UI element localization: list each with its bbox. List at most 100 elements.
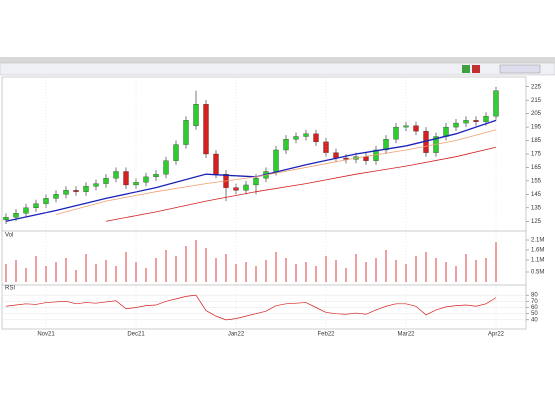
volume-bar	[245, 262, 247, 282]
candle-body	[243, 184, 249, 191]
volume-bar	[45, 266, 47, 282]
y-tick-label: 50	[531, 311, 538, 317]
volume-bar	[55, 262, 57, 282]
volume-bar	[75, 270, 77, 282]
x-tick-label: Nov21	[37, 332, 55, 338]
y-tick-label: 145	[531, 192, 542, 198]
volume-bar	[115, 266, 117, 282]
y-tick-label: 165	[531, 165, 542, 171]
volume-bar	[455, 266, 457, 282]
volume-bar	[475, 260, 477, 282]
toolbar-button[interactable]	[472, 65, 480, 73]
volume-bar	[255, 266, 257, 282]
candle-body	[63, 190, 69, 195]
volume-bar	[345, 268, 347, 282]
volume-bar	[235, 264, 237, 282]
window-bar	[0, 57, 555, 63]
y-tick-label: 135	[531, 205, 542, 211]
y-tick-label: 2.1M	[531, 238, 544, 244]
candle-body	[23, 207, 29, 214]
y-tick-label: 185	[531, 138, 542, 144]
candle-body	[83, 186, 89, 192]
volume-bar	[425, 252, 427, 282]
volume-bar	[185, 246, 187, 282]
volume-bar	[385, 250, 387, 282]
volume-bar	[135, 262, 137, 282]
candle-body	[313, 133, 319, 143]
y-tick-label: 70	[531, 299, 538, 305]
volume-bar	[215, 258, 217, 282]
y-tick-label: 195	[531, 125, 542, 131]
candle-body	[93, 183, 99, 187]
x-tick-label: Jan22	[228, 332, 245, 338]
volume-bar	[285, 258, 287, 282]
panel-title: RSI	[5, 286, 15, 292]
volume-bar	[465, 254, 467, 282]
y-tick-label: 225	[531, 84, 542, 90]
volume-bar	[365, 262, 367, 282]
volume-bar	[195, 240, 197, 282]
candle-body	[333, 152, 339, 159]
candle-body	[343, 157, 349, 160]
plot-frame	[1, 76, 527, 330]
moving-average-line	[105, 146, 497, 222]
rsi-line	[5, 294, 497, 321]
candle-body	[303, 133, 309, 137]
y-tick-label: 1.1M	[531, 258, 544, 264]
volume-bar	[5, 264, 7, 282]
toolbar-button[interactable]	[462, 65, 470, 73]
volume-bar	[35, 256, 37, 282]
candle-body	[33, 203, 39, 208]
y-tick-label: 215	[531, 98, 542, 104]
candle-body	[173, 144, 179, 161]
candle-body	[73, 190, 79, 192]
volume-bar	[175, 256, 177, 282]
volume-bar	[305, 262, 307, 282]
toolbar	[0, 62, 555, 76]
candle-body	[163, 160, 169, 175]
volume-bar	[95, 264, 97, 282]
volume-bar	[375, 258, 377, 282]
x-tick-label: Apr22	[488, 332, 505, 338]
x-tick-label: Mar22	[397, 332, 415, 338]
volume-bar	[415, 256, 417, 282]
candle-body	[43, 198, 49, 204]
y-tick-label: 125	[531, 219, 542, 225]
volume-bar	[395, 260, 397, 282]
volume-bar	[485, 258, 487, 282]
moving-average-line	[55, 129, 497, 215]
toolbar-button[interactable]	[499, 64, 541, 74]
y-tick-label: 0.5M	[531, 270, 544, 276]
panel-title: Vol	[5, 233, 13, 239]
candle-body	[53, 194, 59, 199]
y-tick-label: 1.6M	[531, 248, 544, 254]
candle-body	[463, 120, 469, 124]
volume-bar	[105, 260, 107, 282]
candle-body	[283, 139, 289, 151]
candle-body	[103, 178, 109, 184]
candle-body	[183, 120, 189, 145]
candle-body	[293, 136, 299, 140]
candle-body	[383, 139, 389, 151]
candle-body	[413, 125, 419, 132]
volume-bar	[85, 254, 87, 282]
candle-body	[113, 171, 119, 179]
volume-bar	[265, 260, 267, 282]
y-tick-label: 175	[531, 152, 542, 158]
volume-bar	[435, 258, 437, 282]
candle-body	[3, 217, 9, 221]
volume-bar	[15, 260, 17, 282]
y-tick-label: 205	[531, 111, 542, 117]
candle-body	[253, 178, 259, 186]
x-tick-label: Dec21	[127, 332, 145, 338]
volume-bar	[445, 262, 447, 282]
volume-bar	[495, 242, 497, 282]
volume-bar	[335, 260, 337, 282]
candle-body	[393, 126, 399, 140]
candle-body	[473, 120, 479, 122]
volume-bar	[225, 254, 227, 282]
candle-body	[273, 149, 279, 172]
candle-body	[483, 116, 489, 122]
x-tick-label: Feb22	[317, 332, 335, 338]
